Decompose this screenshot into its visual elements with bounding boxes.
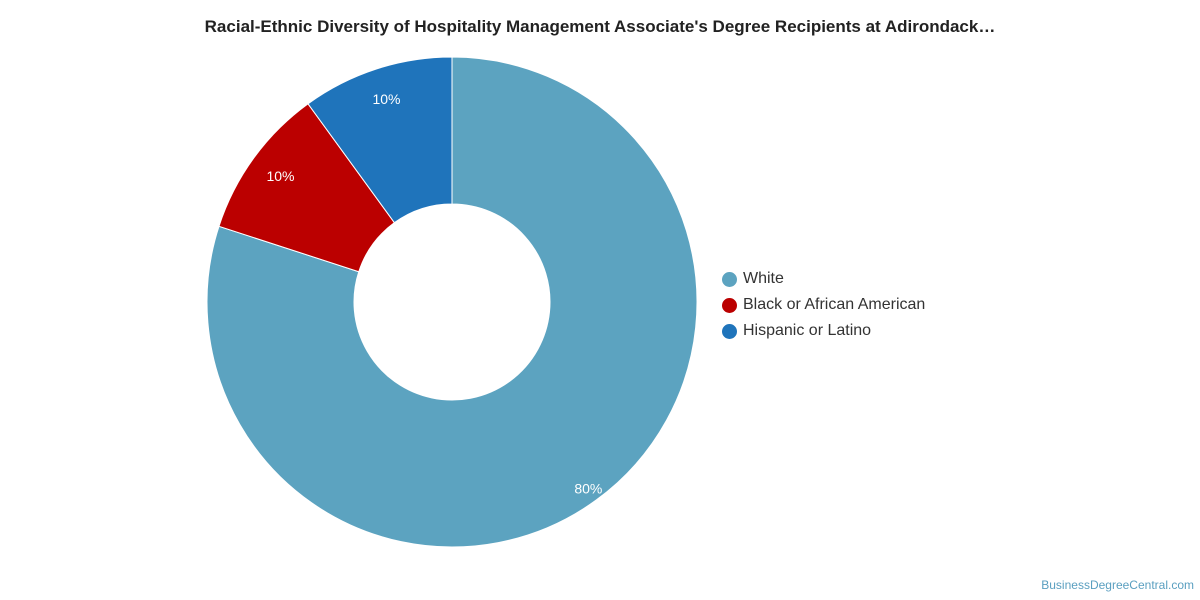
slice-white[interactable] bbox=[206, 56, 698, 548]
data-label-black-or-african-american: 10% bbox=[266, 168, 294, 184]
legend-swatch-white bbox=[722, 271, 737, 287]
legend-swatch-black-or-african-american bbox=[722, 297, 737, 313]
data-label-white: 80% bbox=[574, 480, 602, 496]
donut-slice-labels: 80% 10% 10% bbox=[266, 91, 602, 496]
legend-label-black-or-african-american: Black or African American bbox=[743, 296, 926, 313]
watermark-link[interactable]: BusinessDegreeCentral.com bbox=[1041, 578, 1194, 592]
chart-title: Racial-Ethnic Diversity of Hospitality M… bbox=[204, 17, 996, 36]
legend-item-black-or-african-american[interactable]: Black or African American bbox=[722, 292, 925, 318]
data-label-hispanic-or-latino: 10% bbox=[372, 91, 400, 107]
legend-swatch-hispanic-or-latino bbox=[722, 323, 737, 339]
legend-label-white: White bbox=[743, 270, 784, 287]
donut-slices bbox=[206, 56, 698, 548]
legend-label-hispanic-or-latino: Hispanic or Latino bbox=[743, 322, 872, 339]
chart-legend: White Black or African American Hispanic… bbox=[722, 266, 925, 344]
legend-item-hispanic-or-latino[interactable]: Hispanic or Latino bbox=[722, 318, 925, 344]
legend-item-white[interactable]: White bbox=[722, 266, 925, 292]
slice-hispanic-or-latino[interactable] bbox=[307, 56, 453, 224]
